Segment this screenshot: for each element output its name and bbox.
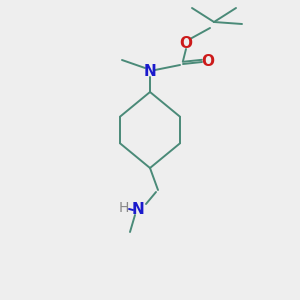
Text: O: O <box>202 55 214 70</box>
Text: O: O <box>179 37 193 52</box>
Text: H: H <box>119 201 129 215</box>
Text: N: N <box>132 202 144 217</box>
Text: N: N <box>144 64 156 80</box>
